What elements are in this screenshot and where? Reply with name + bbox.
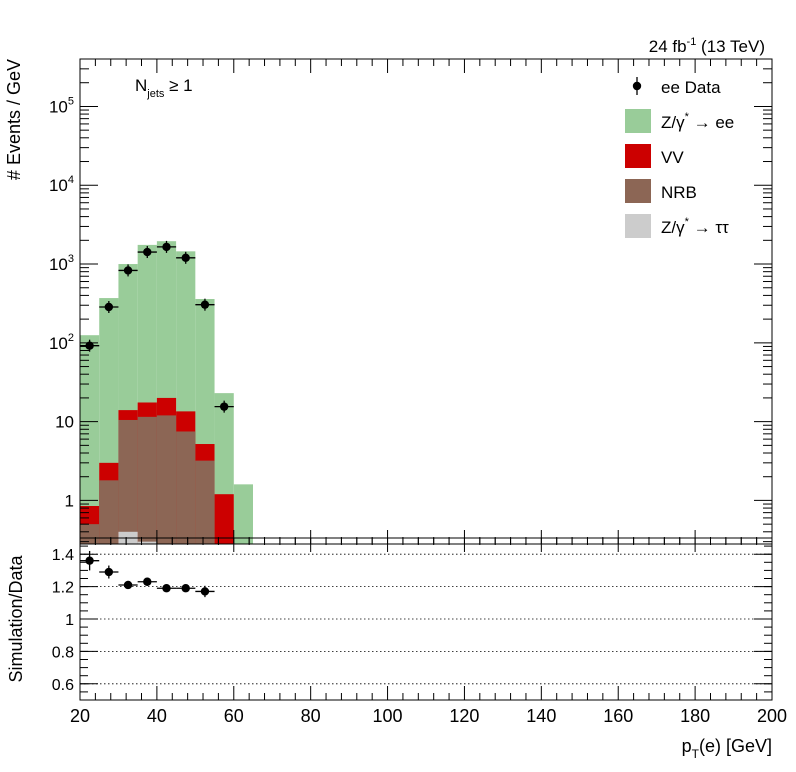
ratio-plot-axes: 0.6 0.8 1 1.2 1.4 20 40 60 80 100 120 140 160 180 200 — [52, 537, 787, 726]
data-point — [118, 264, 138, 277]
y-tick-label: 103 — [49, 253, 74, 274]
data-point — [195, 298, 215, 311]
y-tick-label: 1 — [65, 491, 74, 510]
stacked-histogram — [80, 241, 253, 544]
data-point — [214, 400, 234, 413]
main-y-axis-label: # Events / GeV — [4, 59, 24, 180]
x-axis-label: pT(e) [GeV] — [682, 736, 772, 761]
x-tick-label: 200 — [757, 706, 787, 726]
x-tick-label: 160 — [603, 706, 633, 726]
bar-nrb-bin-3 — [137, 416, 157, 544]
bar-nrb-bin-0 — [80, 524, 100, 544]
ratio-point — [118, 580, 138, 590]
y-tick-label: 105 — [49, 95, 74, 116]
x-tick-label: 100 — [373, 706, 403, 726]
bar-z--bin-3 — [137, 541, 157, 544]
legend-label: ee Data — [661, 78, 721, 97]
y-tick-label: 10 — [55, 413, 74, 432]
bar-nrb-bin-5 — [176, 431, 196, 544]
data-point — [99, 300, 119, 313]
x-tick-label: 80 — [301, 706, 321, 726]
ratio-y-tick-label: 1.2 — [52, 580, 74, 597]
legend-label: Z/γ* → ee — [661, 111, 734, 132]
data-point — [176, 251, 196, 264]
legend-entry-4: Z/γ* → ττ — [625, 214, 729, 238]
ratio-points — [80, 550, 215, 598]
ratio-y-axis-label: Simulation/Data — [6, 554, 26, 682]
legend-swatch — [625, 214, 651, 238]
x-tick-label: 140 — [526, 706, 556, 726]
legend-marker — [632, 81, 642, 91]
ratio-point — [137, 577, 157, 586]
legend-label: Z/γ* → ττ — [661, 216, 729, 237]
legend-swatch — [625, 144, 651, 168]
legend-entry-3: NRB — [625, 179, 697, 203]
x-tick-label: 120 — [449, 706, 479, 726]
bar-z-ee-bin-8 — [233, 484, 253, 544]
y-tick-label: 104 — [49, 174, 74, 195]
x-tick-label: 180 — [680, 706, 710, 726]
bar-z-ee-bin-0 — [80, 335, 100, 544]
y-tick-label: 102 — [49, 332, 74, 353]
data-point — [137, 246, 157, 259]
legend-swatch — [625, 109, 651, 133]
bar-nrb-bin-6 — [195, 460, 215, 544]
ratio-point — [156, 584, 177, 593]
njets-annotation: Njets ≥ 1 — [135, 76, 193, 100]
bar-nrb-bin-2 — [118, 419, 138, 544]
x-tick-label: 60 — [224, 706, 244, 726]
bar-vv-bin-7 — [214, 494, 234, 544]
main-plot-frame — [79, 58, 773, 545]
data-point — [156, 240, 177, 253]
legend-entry-1: Z/γ* → ee — [625, 109, 734, 133]
legend-swatch — [625, 179, 651, 203]
ratio-y-tick-label: 0.8 — [52, 644, 74, 661]
ratio-y-tick-label: 1 — [65, 612, 74, 629]
data-point — [80, 339, 100, 352]
ratio-plot-panel: 0.60.811.21.420 40 60 80 100 120 140 160 180 200 … — [6, 537, 787, 761]
ratio-point — [99, 565, 119, 579]
luminosity-label: 24 fb-1 (13 TeV) — [649, 36, 765, 56]
legend-entry-2: VV — [625, 144, 684, 168]
legend-label: NRB — [661, 183, 697, 202]
x-tick-label: 20 — [70, 706, 90, 726]
ratio-grid — [80, 553, 772, 685]
legend-label: VV — [661, 148, 684, 167]
ratio-point — [195, 585, 215, 598]
ratio-y-tick-label: 1.4 — [52, 547, 74, 564]
legend: ee Data Z/γ* → ee VV NRB Z/γ* → ττ — [625, 77, 734, 238]
bar-nrb-bin-4 — [156, 415, 177, 544]
bar-nrb-bin-1 — [99, 480, 119, 544]
legend-entry-0: ee Data — [632, 77, 721, 97]
main-plot-panel: 1 10 102 103 104 105 # Events / GeV Njets ≥ 1 — [4, 58, 773, 545]
x-tick-label: 40 — [147, 706, 167, 726]
ratio-point — [176, 584, 196, 593]
ratio-y-tick-label: 0.6 — [52, 677, 74, 694]
data-points — [80, 240, 234, 413]
